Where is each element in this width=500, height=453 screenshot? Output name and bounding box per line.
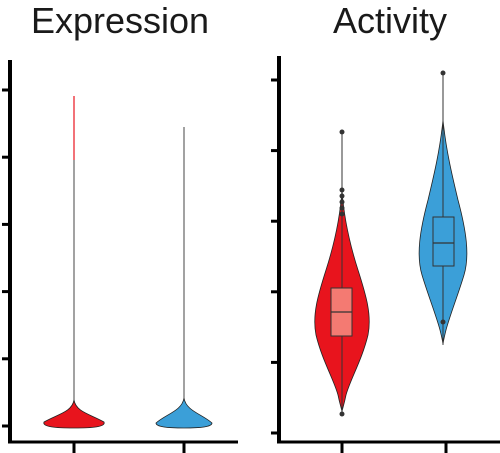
violin-activity-2 [418, 70, 468, 346]
outlier-point [339, 199, 345, 205]
y-ticks [271, 78, 281, 435]
violin-body [155, 397, 213, 429]
outlier-point [440, 319, 446, 325]
violin-expression-1 [43, 96, 105, 429]
outlier-point [339, 187, 345, 193]
violin-body [43, 399, 105, 429]
violin-expression-2 [155, 127, 213, 429]
outlier-point [339, 411, 345, 417]
panel-activity: Activity [271, 0, 500, 453]
outlier-point [440, 70, 446, 76]
outlier-point [339, 129, 345, 135]
outlier-point [339, 211, 345, 217]
outlier-point [339, 193, 345, 199]
panel-title-activity: Activity [333, 0, 447, 41]
panel-title-expression: Expression [31, 0, 209, 41]
box-iqr [432, 216, 455, 267]
outlier-point [339, 205, 345, 211]
violin-activity-1 [314, 129, 370, 417]
y-ticks [2, 88, 12, 428]
panel-expression: Expression [2, 0, 238, 453]
